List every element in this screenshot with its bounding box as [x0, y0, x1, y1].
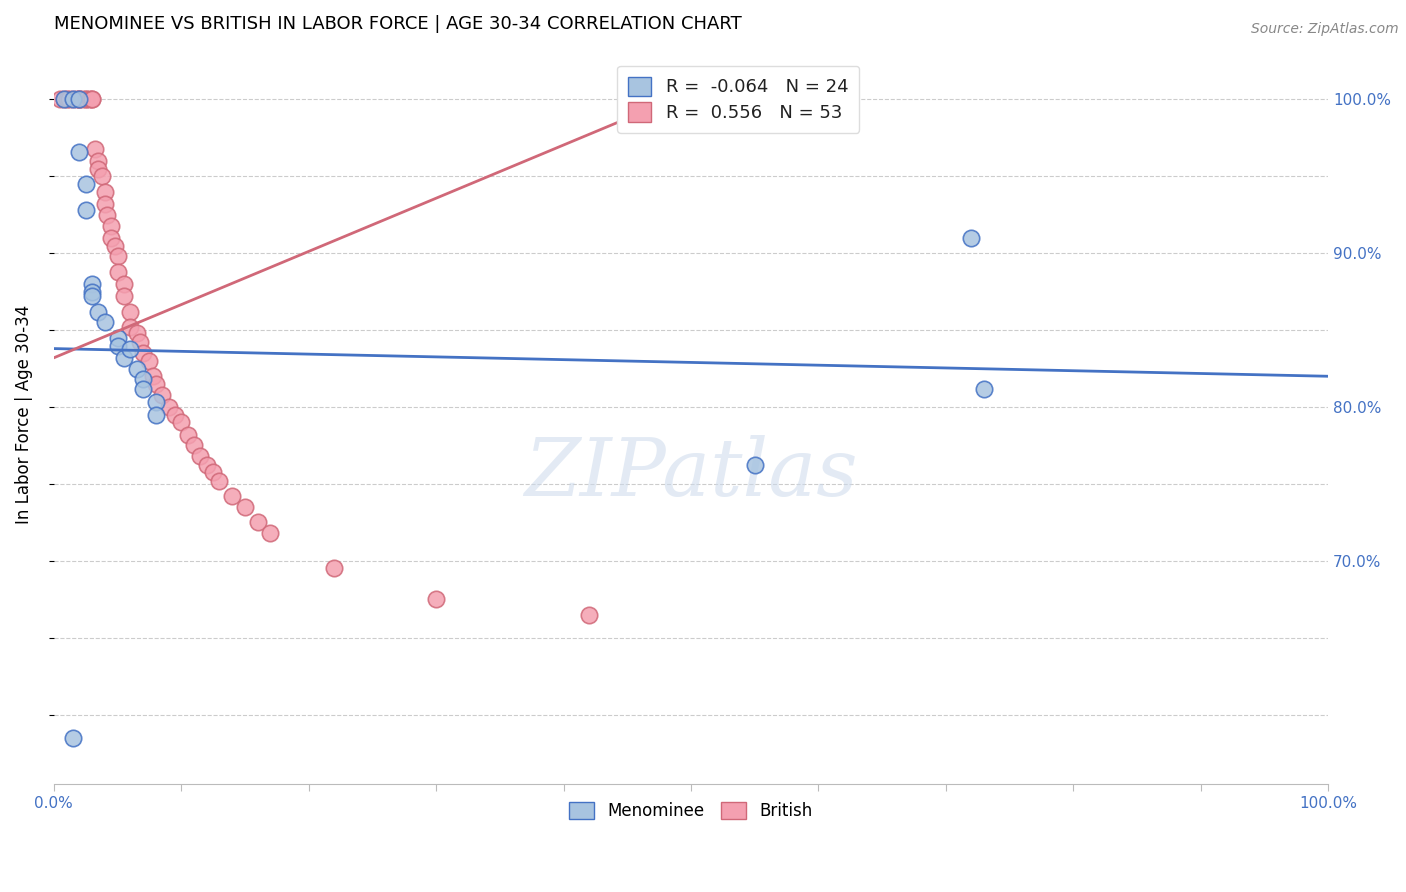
Point — [125, 361, 148, 376]
Point — [138, 354, 160, 368]
Point — [94, 197, 117, 211]
Point — [176, 427, 198, 442]
Point — [323, 561, 346, 575]
Point — [233, 500, 256, 514]
Text: Source: ZipAtlas.com: Source: ZipAtlas.com — [1251, 22, 1399, 37]
Point — [145, 408, 167, 422]
Point — [107, 249, 129, 263]
Point — [120, 304, 142, 318]
Point — [107, 331, 129, 345]
Point — [100, 231, 122, 245]
Legend: Menominee, British: Menominee, British — [562, 796, 820, 827]
Point — [80, 277, 103, 291]
Point — [150, 388, 173, 402]
Point — [112, 277, 135, 291]
Point — [67, 93, 90, 107]
Point — [112, 351, 135, 365]
Point — [132, 372, 155, 386]
Point — [62, 93, 84, 107]
Point — [129, 335, 152, 350]
Text: MENOMINEE VS BRITISH IN LABOR FORCE | AGE 30-34 CORRELATION CHART: MENOMINEE VS BRITISH IN LABOR FORCE | AG… — [53, 15, 741, 33]
Point — [67, 93, 90, 107]
Point — [100, 219, 122, 233]
Point — [170, 416, 193, 430]
Point — [145, 376, 167, 391]
Point — [578, 607, 600, 622]
Point — [973, 382, 995, 396]
Point — [744, 458, 766, 473]
Point — [87, 304, 110, 318]
Point — [75, 203, 97, 218]
Point — [425, 592, 447, 607]
Point — [107, 265, 129, 279]
Point — [145, 395, 167, 409]
Point — [112, 289, 135, 303]
Point — [960, 231, 983, 245]
Point — [70, 93, 93, 107]
Point — [49, 93, 72, 107]
Point — [132, 346, 155, 360]
Point — [75, 93, 97, 107]
Point — [157, 400, 180, 414]
Point — [83, 142, 105, 156]
Point — [55, 93, 77, 107]
Point — [259, 526, 281, 541]
Point — [80, 93, 103, 107]
Point — [66, 93, 89, 107]
Point — [94, 315, 117, 329]
Point — [125, 326, 148, 341]
Point — [87, 153, 110, 168]
Point — [62, 93, 84, 107]
Point — [53, 93, 76, 107]
Point — [195, 458, 218, 473]
Point — [80, 289, 103, 303]
Point — [58, 93, 80, 107]
Point — [120, 320, 142, 334]
Y-axis label: In Labor Force | Age 30-34: In Labor Force | Age 30-34 — [15, 305, 32, 524]
Point — [202, 465, 225, 479]
Point — [94, 185, 117, 199]
Point — [163, 408, 186, 422]
Point — [75, 93, 97, 107]
Point — [79, 93, 101, 107]
Point — [120, 342, 142, 356]
Point — [107, 338, 129, 352]
Point — [190, 449, 212, 463]
Point — [80, 93, 103, 107]
Point — [53, 93, 76, 107]
Text: ZIPatlas: ZIPatlas — [524, 435, 858, 513]
Point — [183, 438, 205, 452]
Point — [96, 208, 118, 222]
Point — [104, 238, 127, 252]
Point — [67, 145, 90, 159]
Point — [221, 489, 243, 503]
Point — [91, 169, 114, 184]
Point — [246, 516, 269, 530]
Point — [80, 285, 103, 299]
Point — [208, 474, 231, 488]
Point — [132, 382, 155, 396]
Point — [75, 177, 97, 191]
Point — [67, 93, 90, 107]
Point — [87, 161, 110, 176]
Point — [142, 369, 165, 384]
Point — [62, 731, 84, 745]
